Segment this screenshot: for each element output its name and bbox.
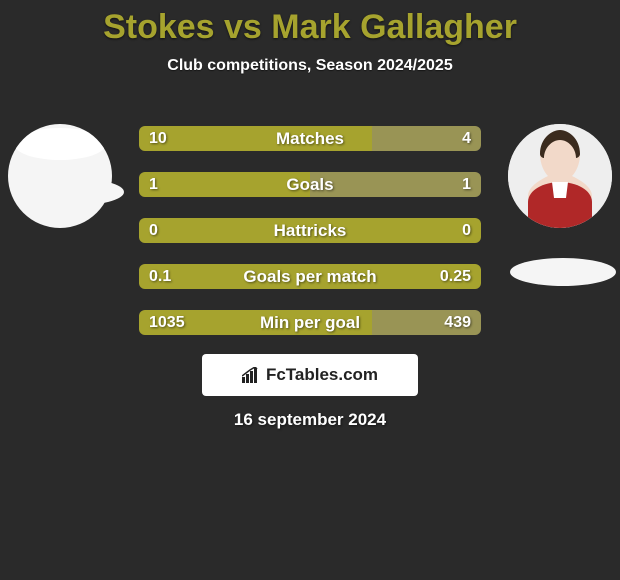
- bar-right-fill: [372, 126, 481, 151]
- comparison-bar-row: 0.10.25Goals per match: [139, 264, 481, 289]
- player-left-badge: [18, 178, 124, 206]
- bar-left-fill: [139, 126, 372, 151]
- bar-left-fill: [139, 172, 310, 197]
- player-left-avatar: [8, 124, 112, 228]
- subtitle: Club competitions, Season 2024/2025: [0, 57, 620, 75]
- comparison-bar-row: 00Hattricks: [139, 218, 481, 243]
- source-logo-text: FcTables.com: [266, 365, 378, 385]
- comparison-bar-row: 1035439Min per goal: [139, 310, 481, 335]
- bar-right-fill: [372, 310, 481, 335]
- player-right-badge: [510, 258, 616, 286]
- bar-right-fill: [310, 172, 481, 197]
- comparison-bar-row: 11Goals: [139, 172, 481, 197]
- comparison-bars: 104Matches 11Goals 00Hattricks 0.10.25Goals…: [139, 126, 481, 335]
- comparison-bar-row: 104Matches: [139, 126, 481, 151]
- page-title: Stokes vs Mark Gallagher: [0, 0, 620, 47]
- player-photo-icon: [508, 124, 612, 228]
- player-right-avatar: [508, 124, 612, 228]
- bar-left-fill: [139, 218, 481, 243]
- date-text: 16 september 2024: [0, 410, 620, 430]
- bar-left-fill: [139, 310, 372, 335]
- source-logo: FcTables.com: [202, 354, 418, 396]
- placeholder-avatar-icon: [8, 124, 112, 228]
- bar-chart-icon: [242, 367, 262, 383]
- bar-left-fill: [139, 264, 481, 289]
